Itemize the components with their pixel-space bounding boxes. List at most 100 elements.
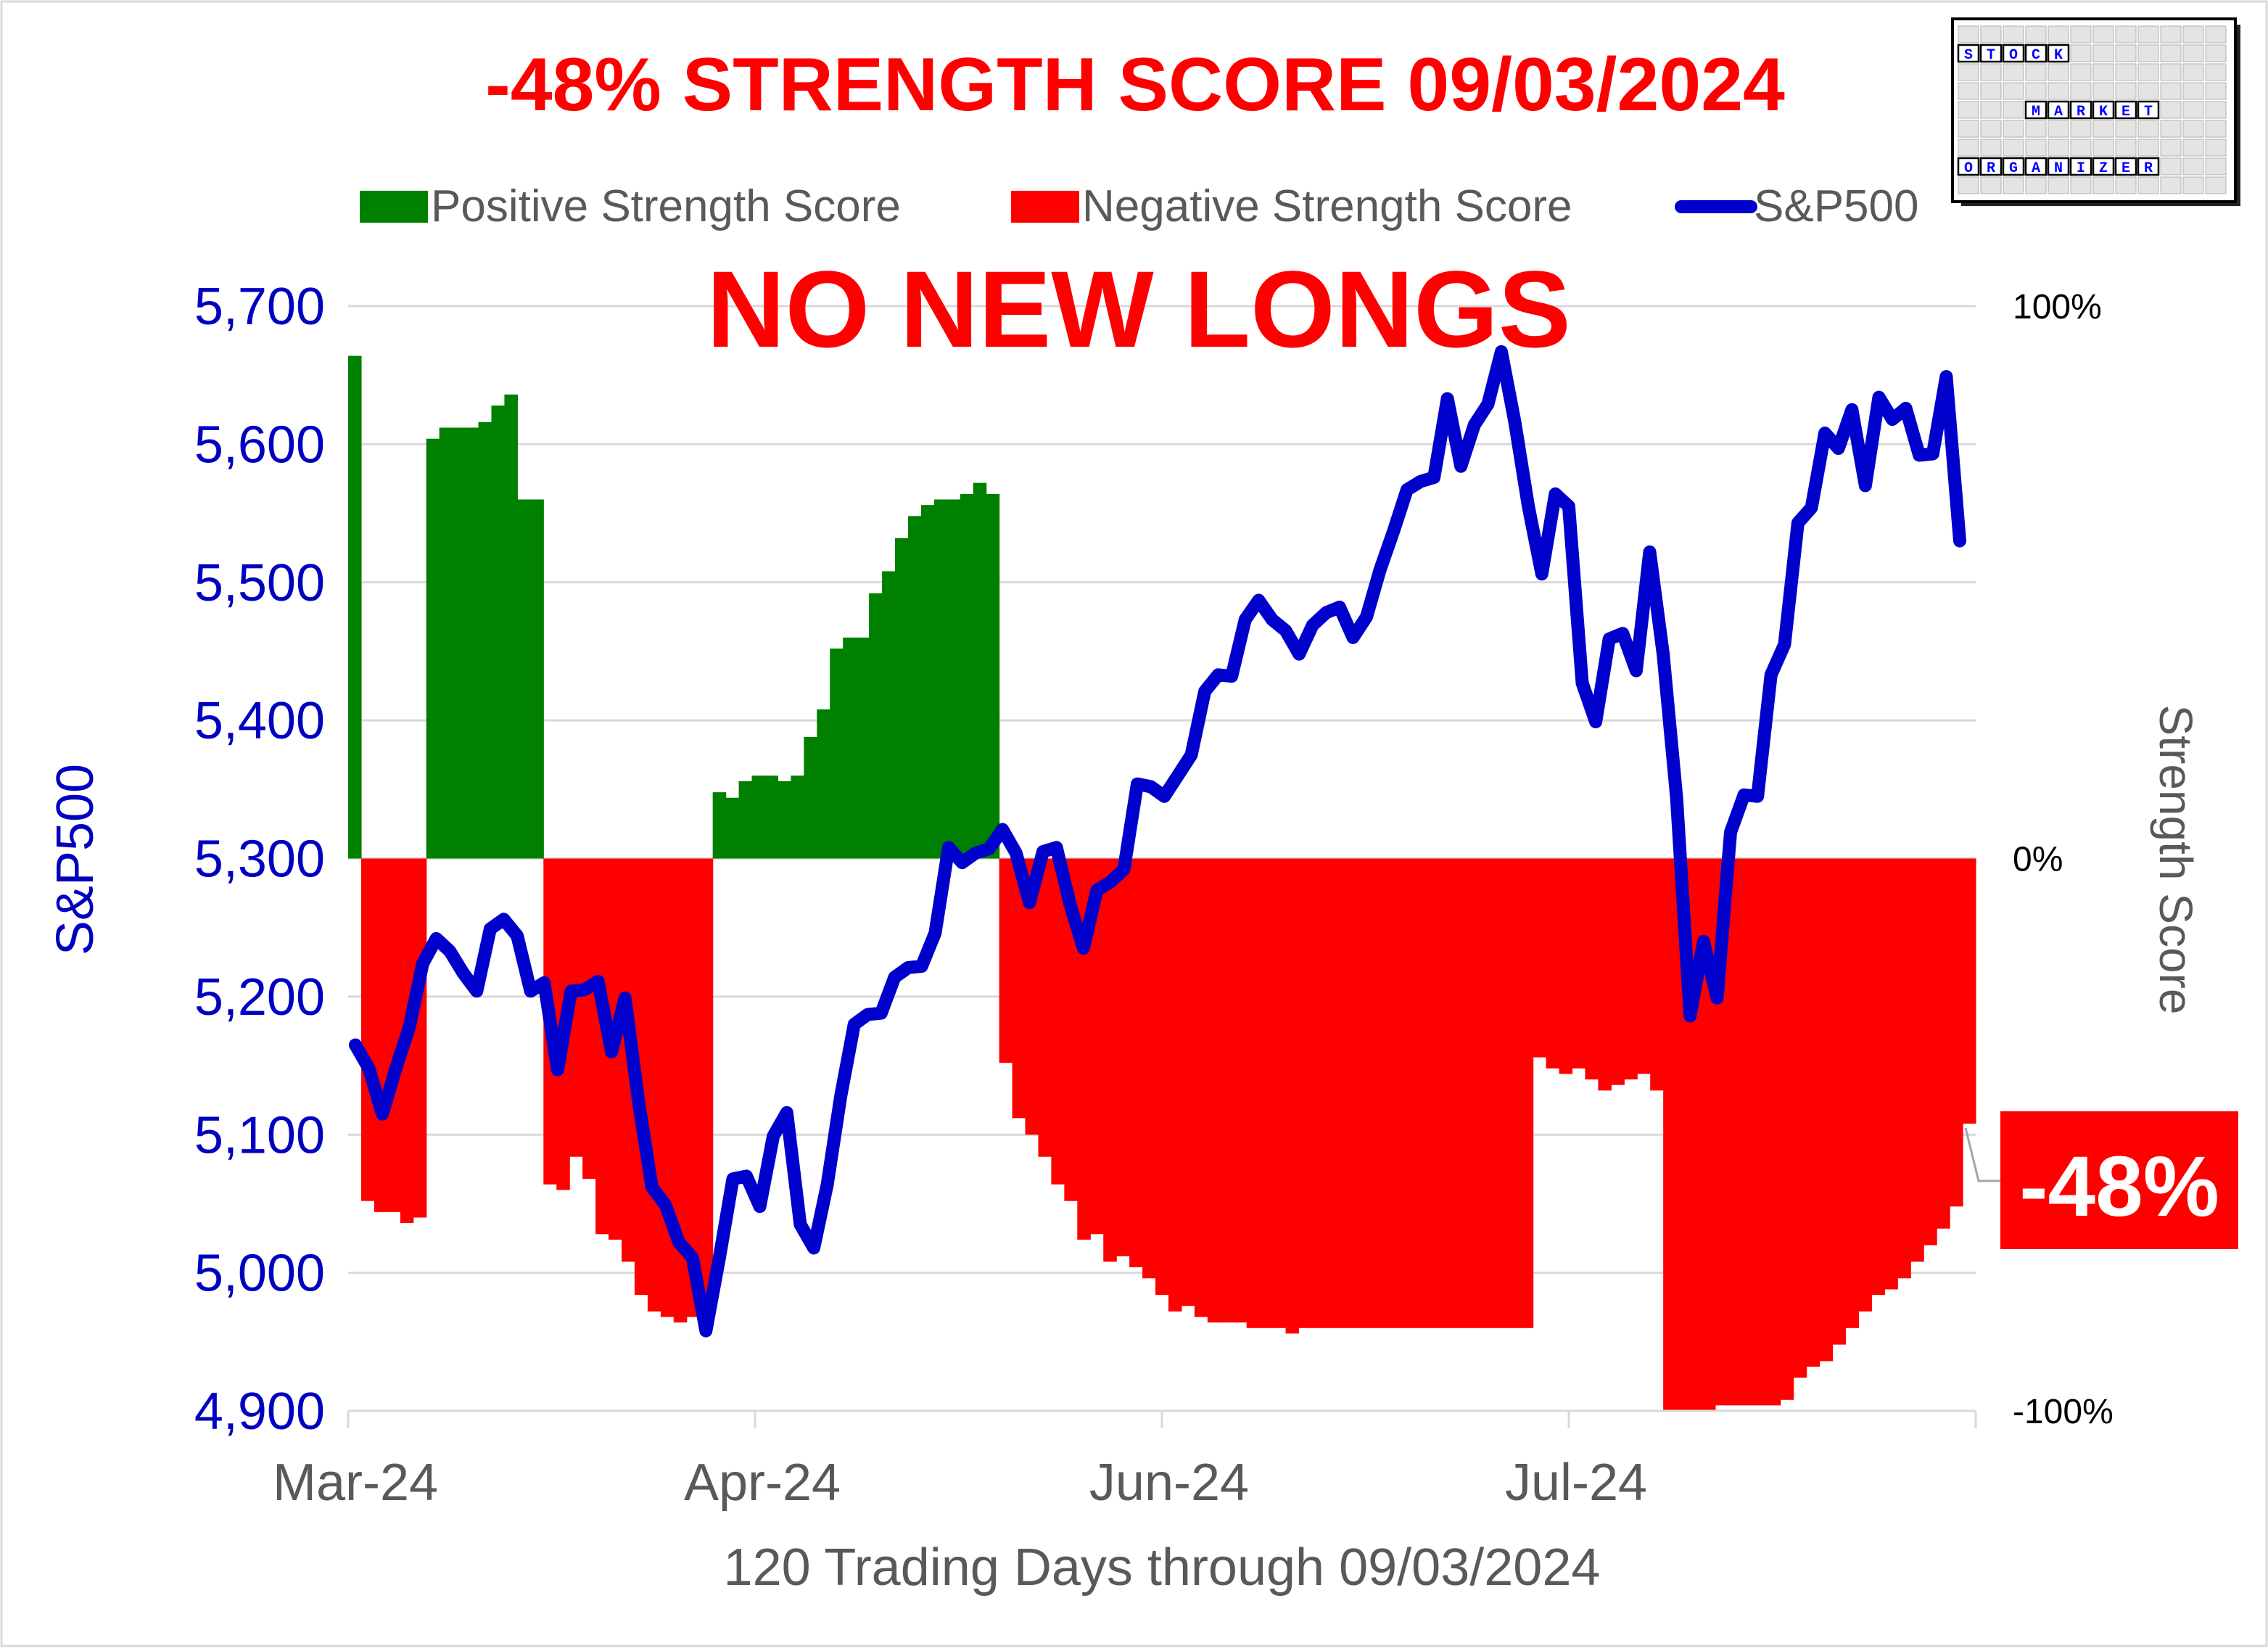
callout-leader-line	[1964, 1127, 2000, 1182]
negative-score-bar	[1390, 858, 1403, 1328]
right-axis-title: Strength Score	[2150, 705, 2202, 1015]
logo-letter: R	[2077, 104, 2085, 120]
positive-score-bar	[791, 775, 804, 859]
negative-score-bar	[1025, 858, 1039, 1135]
x-tick-label: Mar-24	[273, 1454, 438, 1512]
negative-score-bar	[699, 858, 714, 1312]
positive-score-bar	[348, 355, 362, 859]
left-tick-label: 5,300	[194, 831, 325, 889]
negative-score-bar	[1337, 858, 1351, 1328]
negative-score-bar	[1429, 858, 1443, 1328]
left-tick-label: 5,000	[194, 1245, 325, 1303]
logo-letter: I	[2077, 160, 2085, 177]
left-tick-label: 5,600	[194, 416, 325, 474]
negative-score-bar	[374, 858, 388, 1212]
stock-market-organizer-logo: S T O C KM A R K E TO R G A N I Z E R	[1951, 17, 2240, 206]
negative-score-bar	[660, 858, 675, 1317]
negative-score-bar	[1233, 858, 1248, 1323]
negative-score-bar	[1819, 858, 1834, 1362]
positive-score-bar	[843, 637, 857, 859]
left-tick-label: 5,200	[194, 968, 325, 1026]
positive-score-bar	[907, 516, 922, 859]
callout-box	[2000, 1111, 2238, 1249]
positive-score-bar	[830, 649, 844, 859]
logo-letter: N	[2054, 160, 2063, 177]
latest-score-callout: -48%	[1964, 1111, 2238, 1249]
legend: Positive Strength Score Negative Strengt…	[360, 181, 1919, 231]
positive-score-bar	[491, 405, 506, 859]
negative-score-bar	[1364, 858, 1377, 1328]
negative-score-bar	[1351, 858, 1364, 1328]
negative-score-bar	[1950, 858, 1963, 1207]
logo-letter: A	[2032, 160, 2040, 177]
logo-letter: E	[2121, 160, 2130, 177]
positive-score-bar	[960, 493, 974, 859]
positive-score-bar	[452, 427, 466, 859]
x-tick-label: Jul-24	[1505, 1454, 1647, 1512]
negative-score-bar	[1168, 858, 1182, 1312]
positive-score-bar	[986, 493, 1000, 859]
sp500-line	[349, 345, 1966, 1338]
negative-score-bar	[1207, 858, 1221, 1323]
negative-score-bar	[1546, 858, 1560, 1069]
negative-score-bar	[413, 858, 427, 1218]
positive-score-bar	[725, 797, 740, 859]
negative-score-bar	[1963, 858, 1976, 1124]
negative-score-bar	[1220, 858, 1234, 1323]
negative-score-bar	[1051, 858, 1065, 1185]
left-tick-label: 5,100	[194, 1106, 325, 1164]
negative-score-bar	[1116, 858, 1130, 1256]
negative-score-bar	[1298, 858, 1313, 1328]
negative-score-bar	[1897, 858, 1911, 1279]
negative-score-bar	[582, 858, 596, 1179]
negative-score-bar	[1519, 858, 1534, 1328]
negative-score-bar	[569, 858, 583, 1157]
negative-score-bar	[1533, 858, 1547, 1058]
positive-score-bar	[712, 792, 727, 859]
legend-label-positive: Positive Strength Score	[431, 181, 901, 231]
positive-score-bar	[439, 427, 453, 859]
logo-letter: T	[1987, 47, 1995, 64]
logo-letter: T	[2144, 104, 2153, 120]
strength-bars	[348, 355, 1976, 1411]
negative-score-bar	[1858, 858, 1872, 1312]
positive-score-bar	[894, 538, 909, 859]
logo-letter: A	[2054, 104, 2063, 120]
positive-score-bar	[856, 637, 870, 859]
negative-score-bar	[1767, 858, 1781, 1406]
negative-score-bar	[1884, 858, 1898, 1290]
positive-score-bar	[778, 781, 791, 859]
negative-score-bar	[1728, 858, 1742, 1406]
positive-score-bar	[817, 709, 830, 859]
positive-score-bar	[804, 736, 817, 859]
positive-score-bar	[426, 438, 440, 859]
negative-score-bar	[1090, 858, 1104, 1235]
negative-score-bar	[1637, 858, 1651, 1074]
negative-score-bar	[999, 858, 1013, 1063]
negative-score-bar	[1910, 858, 1924, 1262]
left-axis-title: S&P500	[46, 764, 104, 955]
positive-score-bar	[530, 499, 544, 859]
positive-score-bar	[738, 781, 753, 859]
negative-score-bar	[1246, 858, 1261, 1328]
negative-score-bar	[1923, 858, 1937, 1246]
logo-letter: O	[2009, 47, 2018, 64]
negative-score-bar	[647, 858, 661, 1312]
x-axis-labels: Mar-24 Apr-24 Jun-24 Jul-24	[273, 1454, 1647, 1512]
x-tick-label: Apr-24	[684, 1454, 841, 1512]
negative-score-bar	[1038, 858, 1052, 1157]
negative-score-bar	[1780, 858, 1794, 1400]
negative-score-bar	[1285, 858, 1300, 1334]
negative-score-bar	[673, 858, 688, 1323]
legend-swatch-positive	[360, 191, 428, 223]
negative-score-bar	[1441, 858, 1456, 1328]
positive-score-bar	[947, 499, 961, 859]
negative-score-bar	[1129, 858, 1143, 1268]
negative-score-bar	[387, 858, 401, 1212]
positive-score-bar	[504, 394, 518, 859]
logo-letter: E	[2121, 104, 2130, 120]
negative-score-bar	[1937, 858, 1950, 1229]
negative-score-bar	[595, 858, 609, 1235]
negative-score-bar	[1663, 858, 1677, 1411]
